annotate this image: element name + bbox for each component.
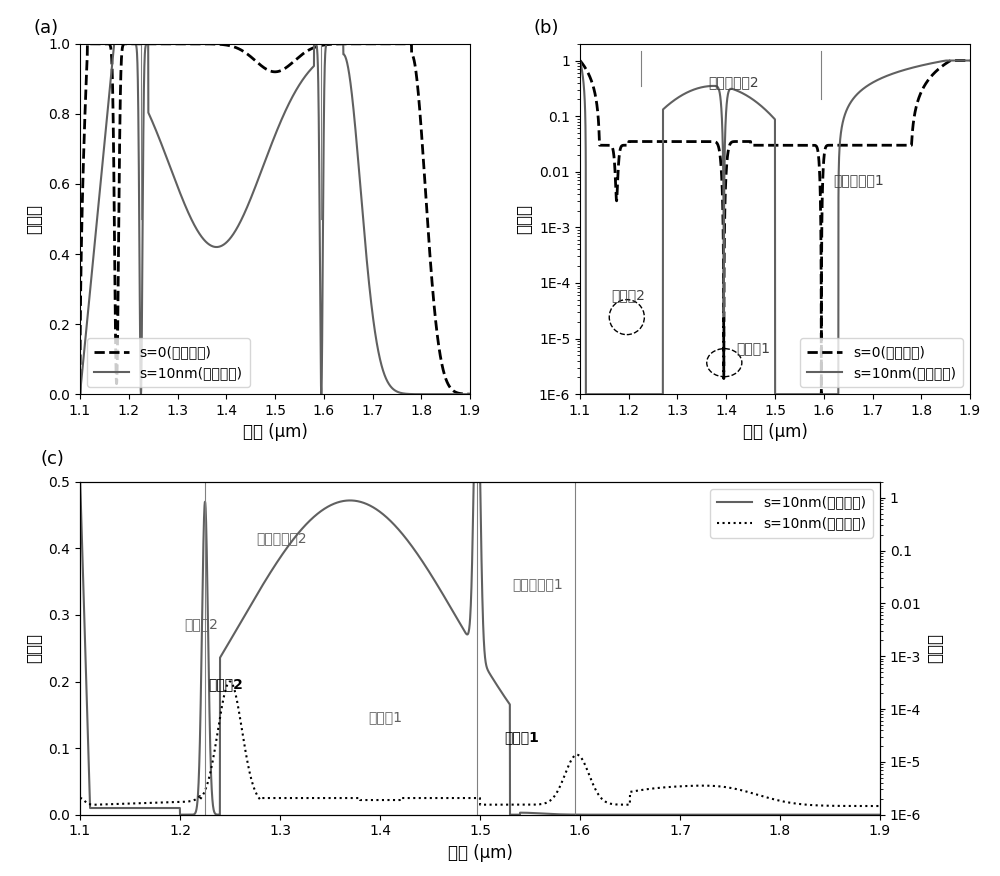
s=10nm(无石墨烯) xyxy=(964,55,976,66)
s=10nm(有石墨烯) xyxy=(224,676,236,687)
s=10nm(无石墨烯) xyxy=(145,113,157,124)
s=0(无石墨烯) xyxy=(645,137,657,147)
s=10nm(无石墨烯) xyxy=(808,389,820,399)
s=10nm(无石墨烯) xyxy=(108,39,120,49)
s=0(无石墨烯) xyxy=(895,140,907,151)
s=10nm(无石墨烯) xyxy=(554,809,566,820)
s=10nm(无石墨烯) xyxy=(380,512,392,522)
s=10nm(无石墨烯) xyxy=(874,809,886,820)
s=10nm(无石墨烯) xyxy=(464,389,476,399)
Text: 吸收峰2: 吸收峰2 xyxy=(208,677,243,691)
Line: s=10nm(有石墨烯): s=10nm(有石墨烯) xyxy=(80,682,880,806)
s=10nm(有石墨烯) xyxy=(554,781,566,792)
Text: 对称保护模2: 对称保护模2 xyxy=(256,531,307,545)
s=10nm(无石墨烯) xyxy=(580,500,592,511)
Text: 泄露模1: 泄露模1 xyxy=(368,710,402,724)
Text: 泄露模2: 泄露模2 xyxy=(184,618,218,632)
X-axis label: 波长 (μm): 波长 (μm) xyxy=(243,423,307,442)
s=10nm(无石墨烯) xyxy=(395,388,407,399)
s=10nm(有石墨烯) xyxy=(594,792,606,802)
Line: s=10nm(无石墨烯): s=10nm(无石墨烯) xyxy=(80,482,880,815)
Y-axis label: 反射率: 反射率 xyxy=(25,204,43,234)
s=10nm(有石墨烯) xyxy=(219,685,231,696)
Line: s=0(无石墨烯): s=0(无石墨烯) xyxy=(80,44,470,394)
Text: (c): (c) xyxy=(40,450,64,469)
s=0(无石墨烯) xyxy=(395,39,407,49)
s=10nm(无石墨烯) xyxy=(671,809,683,820)
Legend: s=0(无石墨烯), s=10nm(无石墨烯): s=0(无石墨烯), s=10nm(无石墨烯) xyxy=(87,338,250,387)
s=0(无石墨烯) xyxy=(865,140,877,151)
X-axis label: 波长 (μm): 波长 (μm) xyxy=(743,423,807,442)
Text: 泄露模2: 泄露模2 xyxy=(611,288,645,302)
s=0(无石墨烯) xyxy=(808,140,820,151)
s=0(无石墨烯) xyxy=(365,39,377,49)
s=10nm(无石墨烯) xyxy=(723,85,735,95)
X-axis label: 波长 (μm): 波长 (μm) xyxy=(448,844,512,862)
Line: s=10nm(无石墨烯): s=10nm(无石墨烯) xyxy=(80,44,470,394)
Legend: s=0(无石墨烯), s=10nm(无石墨烯): s=0(无石墨烯), s=10nm(无石墨烯) xyxy=(800,338,963,387)
Text: (a): (a) xyxy=(33,18,58,37)
s=0(无石墨烯) xyxy=(145,39,157,49)
s=10nm(无石墨烯) xyxy=(328,39,340,49)
s=10nm(无石墨烯) xyxy=(895,66,907,76)
Line: s=0(无石墨烯): s=0(无石墨烯) xyxy=(580,60,970,410)
Legend: s=10nm(无石墨烯), s=10nm(有石墨烯): s=10nm(无石墨烯), s=10nm(有石墨烯) xyxy=(710,489,873,538)
s=10nm(无石墨烯) xyxy=(574,55,586,66)
s=10nm(有石墨烯) xyxy=(380,795,392,805)
Line: s=10nm(无石墨烯): s=10nm(无石墨烯) xyxy=(580,60,970,505)
s=0(无石墨烯) xyxy=(574,55,586,66)
s=10nm(无石墨烯) xyxy=(828,389,840,399)
s=10nm(无石墨烯) xyxy=(74,477,86,487)
s=10nm(无石墨烯) xyxy=(223,235,235,245)
Text: (b): (b) xyxy=(533,18,559,37)
s=10nm(有石墨烯) xyxy=(671,781,683,792)
s=0(无石墨烯) xyxy=(723,142,735,152)
s=0(无石墨烯) xyxy=(223,40,235,51)
s=0(无石墨烯) xyxy=(464,389,476,399)
s=0(无石墨烯) xyxy=(74,389,86,399)
Y-axis label: 吸收率: 吸收率 xyxy=(25,633,43,663)
s=10nm(无石墨烯) xyxy=(732,809,744,820)
s=0(无石墨烯) xyxy=(308,42,320,53)
s=0(无石墨烯) xyxy=(828,140,840,151)
Y-axis label: 透射率: 透射率 xyxy=(927,633,945,663)
s=10nm(有石墨烯) xyxy=(74,793,86,803)
Text: 对称保护模2: 对称保护模2 xyxy=(709,74,759,88)
s=0(无石墨烯) xyxy=(328,39,340,49)
s=0(无石墨烯) xyxy=(815,405,827,415)
s=10nm(无石墨烯) xyxy=(219,644,231,654)
s=0(无石墨烯) xyxy=(964,55,976,66)
s=10nm(无石墨烯) xyxy=(594,809,606,820)
Text: 吸收峰1: 吸收峰1 xyxy=(504,731,539,745)
Text: 对称保护模1: 对称保护模1 xyxy=(512,577,563,591)
s=10nm(无石墨烯) xyxy=(308,60,320,71)
Y-axis label: 透射率: 透射率 xyxy=(515,204,533,234)
s=10nm(无石墨烯) xyxy=(865,78,877,88)
Text: 泄露模1: 泄露模1 xyxy=(736,341,770,355)
Text: 对称保护模1: 对称保护模1 xyxy=(834,173,884,187)
s=10nm(有石墨烯) xyxy=(732,784,744,795)
s=10nm(无石墨烯) xyxy=(645,389,657,399)
s=10nm(无石墨烯) xyxy=(74,389,86,399)
s=10nm(有石墨烯) xyxy=(874,801,886,811)
s=10nm(无石墨烯) xyxy=(365,297,377,307)
s=0(无石墨烯) xyxy=(81,39,93,49)
